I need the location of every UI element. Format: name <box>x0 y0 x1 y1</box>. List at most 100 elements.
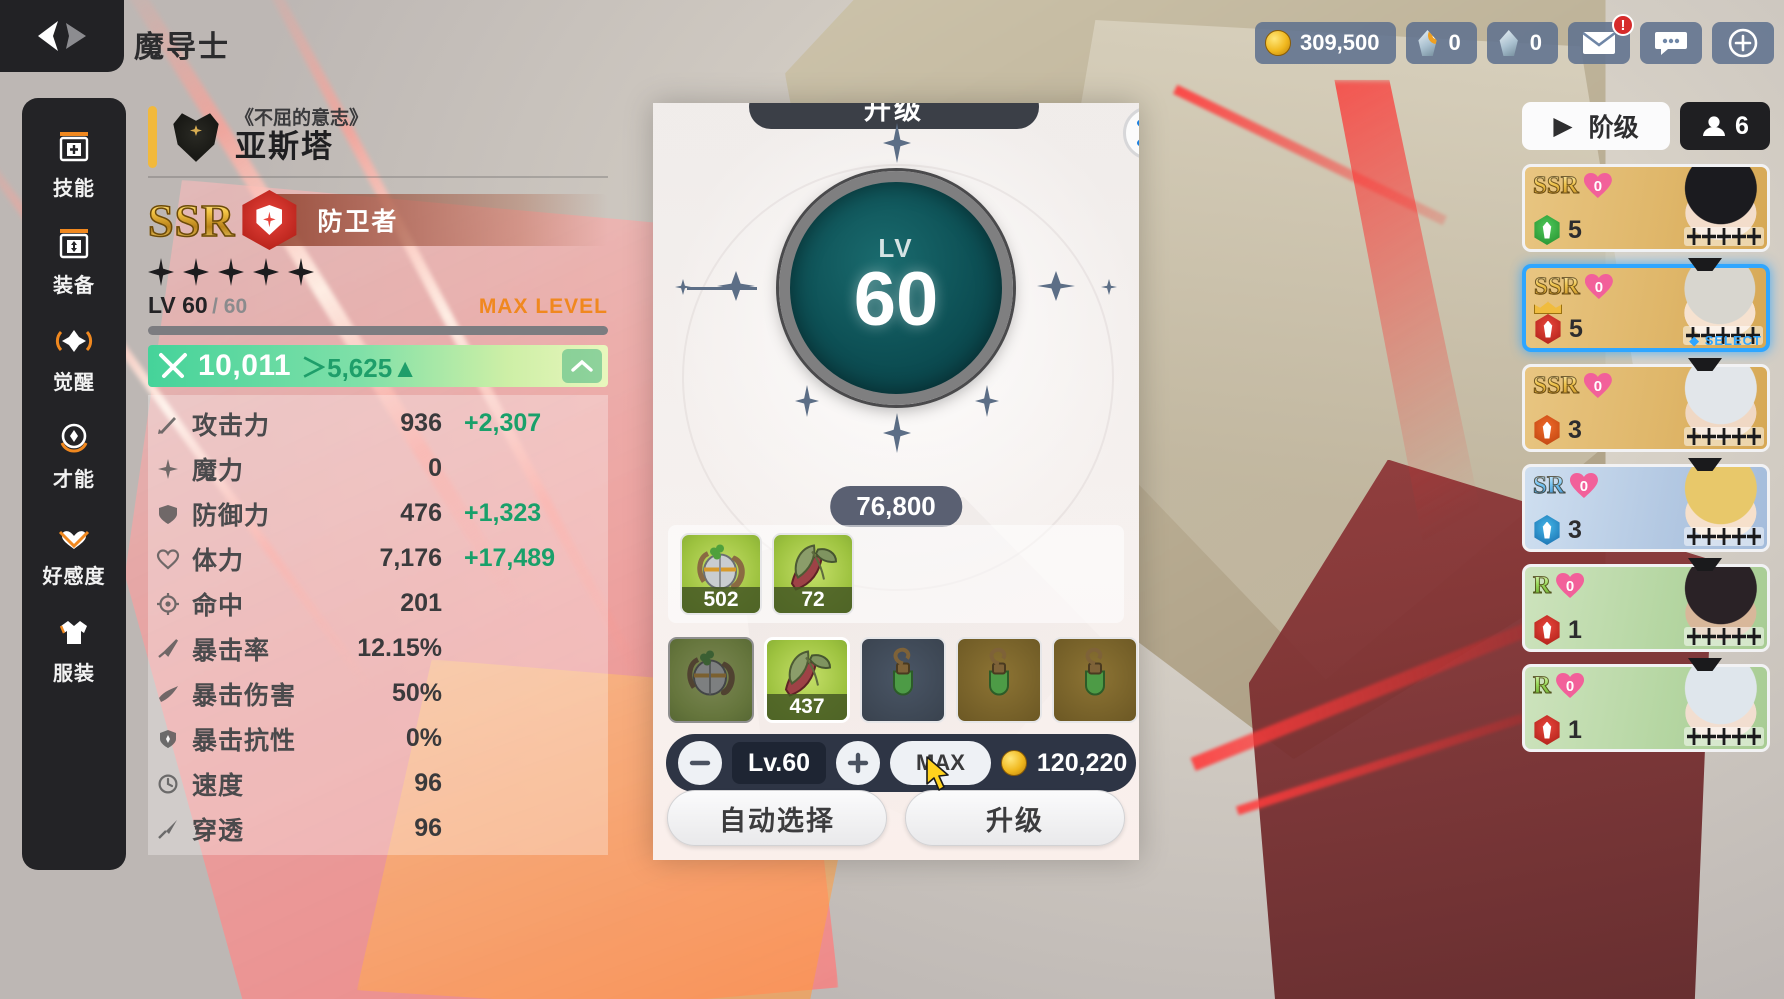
combat-power-value: 10,011 <box>198 349 292 382</box>
selected-material-tile[interactable]: 502 <box>680 533 762 615</box>
stat-bonus: +2,307 <box>464 409 542 437</box>
stat-name: 暴击率 <box>192 636 271 665</box>
currency-crystal-c[interactable]: C 0 <box>1405 22 1477 64</box>
level-display: LV 60 <box>675 123 1117 453</box>
stat-bonus: +17,489 <box>464 544 556 572</box>
element-level: 1 <box>1568 715 1582 744</box>
plus-icon <box>1687 628 1701 645</box>
party-count-button[interactable]: 6 <box>1680 102 1770 150</box>
selected-material-tile[interactable]: 72 <box>772 533 854 615</box>
add-button[interactable] <box>1712 22 1774 64</box>
plus-icon <box>1732 628 1746 645</box>
sidebar-item-affinity[interactable]: 好感度 <box>22 516 126 589</box>
plus-row <box>1684 427 1764 446</box>
red-leaf-icon <box>776 645 838 708</box>
currency-crystal[interactable]: 0 <box>1486 22 1558 64</box>
stat-value: 7,176 <box>379 544 442 572</box>
card-info: SSR 0 5 <box>1526 268 1622 348</box>
gold-coin-icon <box>1264 30 1291 56</box>
decrement-button[interactable] <box>678 741 722 785</box>
roster-card[interactable]: SSR 0 5 <box>1522 164 1770 252</box>
plus-row <box>1684 627 1764 646</box>
gold-coin-icon <box>1000 750 1027 776</box>
chevron-up-icon <box>571 359 593 372</box>
card-portrait-area <box>1622 268 1766 348</box>
element-level: 5 <box>1569 314 1583 343</box>
plus-icon <box>1717 428 1731 445</box>
equipment-icon <box>59 229 89 259</box>
inventory-material-row: 437 <box>668 633 1138 727</box>
card-portrait-area <box>1621 367 1767 449</box>
upgrade-button[interactable]: 升级 <box>905 790 1125 846</box>
inventory-material-tile[interactable] <box>956 637 1042 723</box>
heart-count: 0 <box>1579 477 1589 495</box>
inventory-material-tile[interactable] <box>668 637 754 723</box>
card-rarity: SSR <box>1533 172 1580 200</box>
heart-count: 0 <box>1593 177 1603 195</box>
inventory-material-tile[interactable]: 437 <box>764 637 850 723</box>
left-sidebar: 技能 装备 觉醒 才能 好感度 <box>22 98 126 870</box>
card-portrait-area <box>1621 467 1767 549</box>
heart-count: 0 <box>1565 677 1575 695</box>
increment-button[interactable] <box>836 741 880 785</box>
star-icon <box>218 258 244 286</box>
gold-cost-value: 120,220 <box>1036 748 1128 777</box>
vial-icon <box>872 645 934 708</box>
roster-card[interactable]: SSR 0 3 <box>1522 364 1770 452</box>
close-x-icon <box>1137 120 1139 146</box>
orbit-line-left <box>687 287 757 290</box>
sidebar-item-awaken[interactable]: 觉醒 <box>22 322 126 395</box>
card-rarity: SSR <box>1533 372 1580 400</box>
card-element-row: 3 <box>1533 515 1621 545</box>
plus-icon <box>1747 628 1761 645</box>
roster-card-list: SSR 0 5 SSR 0 5 ◆ SELECT SSR 0 3 SR 0 3 R 0 1 R 0 1 <box>1522 164 1770 752</box>
rank-filter-button[interactable]: ▶ 阶级 <box>1522 102 1670 150</box>
inventory-material-tile[interactable] <box>860 637 946 723</box>
crown-icon <box>1534 301 1562 314</box>
sidebar-item-talent[interactable]: 才能 <box>22 419 126 492</box>
max-button[interactable]: MAX <box>890 741 991 785</box>
level-input[interactable]: Lv.60 <box>732 742 826 784</box>
star-icon <box>253 258 279 286</box>
plus-icon <box>1702 428 1716 445</box>
element-icon <box>1534 615 1560 645</box>
minus-icon <box>689 760 711 766</box>
item-quantity: 72 <box>774 587 852 613</box>
inventory-material-tile[interactable] <box>1052 637 1138 723</box>
currency-gold[interactable]: 309,500 <box>1254 22 1396 64</box>
power-expand-button[interactable] <box>562 349 602 383</box>
stat-row: 攻击力 936 +2,307 <box>150 401 604 446</box>
card-rarity-row: SSR 0 <box>1533 372 1621 400</box>
item-quantity: 437 <box>767 694 847 720</box>
gold-cost-display: 120,220 <box>1000 748 1131 778</box>
back-button[interactable] <box>0 0 124 72</box>
plus-icon <box>1702 528 1716 545</box>
sidebar-item-costume[interactable]: 服装 <box>22 613 126 686</box>
plus-row <box>1684 227 1764 246</box>
stat-value: 0 <box>428 454 442 482</box>
rarity-role-row: SSR 防卫者 <box>147 188 608 252</box>
element-icon <box>1534 715 1560 745</box>
plus-icon <box>1732 428 1746 445</box>
pierce-icon <box>158 819 177 839</box>
sidebar-item-equipment[interactable]: 装备 <box>22 225 126 298</box>
level-max: / 60 <box>212 295 248 318</box>
chat-button[interactable] <box>1640 22 1702 64</box>
auto-select-button[interactable]: 自动选择 <box>667 790 887 846</box>
crystal-icon <box>1499 30 1518 56</box>
stat-value: 476 <box>400 499 442 527</box>
stat-name: 魔力 <box>192 456 245 485</box>
sidebar-item-skill[interactable]: 技能 <box>22 128 126 201</box>
heart-icon: 0 <box>1584 373 1612 399</box>
star-icon <box>288 258 314 286</box>
stat-name: 速度 <box>192 771 245 800</box>
roster-card[interactable]: SR 0 3 <box>1522 464 1770 552</box>
mail-button[interactable]: ! <box>1568 14 1634 64</box>
roster-card[interactable]: SSR 0 5 ◆ SELECT <box>1522 264 1770 352</box>
card-rarity-row: SSR 0 <box>1534 273 1622 301</box>
stat-row: 穿透 96 <box>150 806 604 851</box>
